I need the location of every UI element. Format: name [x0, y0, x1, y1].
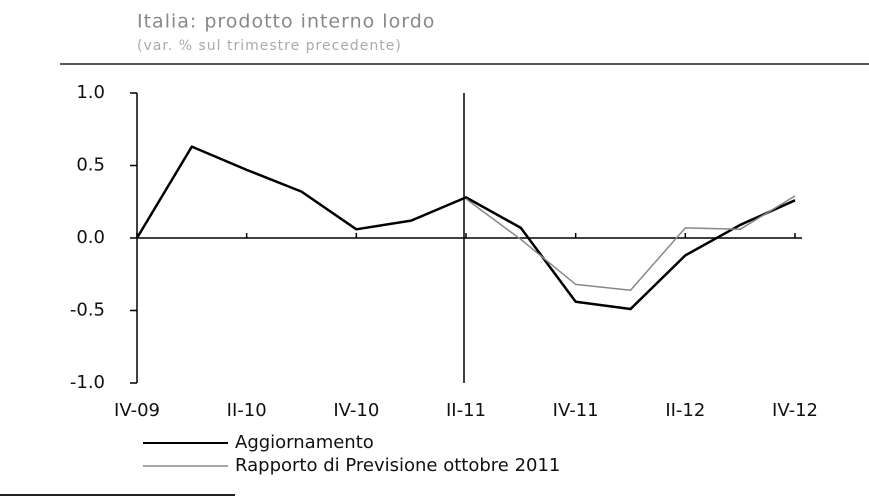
x-tick-label: II-12: [665, 400, 705, 421]
y-tick-label: 0.0: [76, 227, 105, 248]
x-tick-label: II-10: [227, 400, 267, 421]
legend-label: Rapporto di Previsione ottobre 2011: [235, 455, 560, 476]
x-tick-label: IV-12: [772, 400, 818, 421]
y-tick-label: -1.0: [70, 372, 105, 393]
y-tick-label: 1.0: [76, 82, 105, 103]
x-tick-label: IV-09: [114, 400, 160, 421]
y-tick-label: 0.5: [76, 155, 105, 176]
series-line: [465, 195, 796, 291]
series-line: [135, 145, 796, 311]
y-tick-label: -0.5: [70, 300, 105, 321]
x-tick-label: IV-11: [553, 400, 599, 421]
chart-subtitle: (var. % sul trimestre precedente): [137, 38, 402, 54]
chart-title: Italia: prodotto interno lordo: [137, 11, 435, 33]
legend-label: Aggiornamento: [235, 432, 374, 453]
x-tick-label: II-11: [446, 400, 486, 421]
x-tick-label: IV-10: [333, 400, 379, 421]
